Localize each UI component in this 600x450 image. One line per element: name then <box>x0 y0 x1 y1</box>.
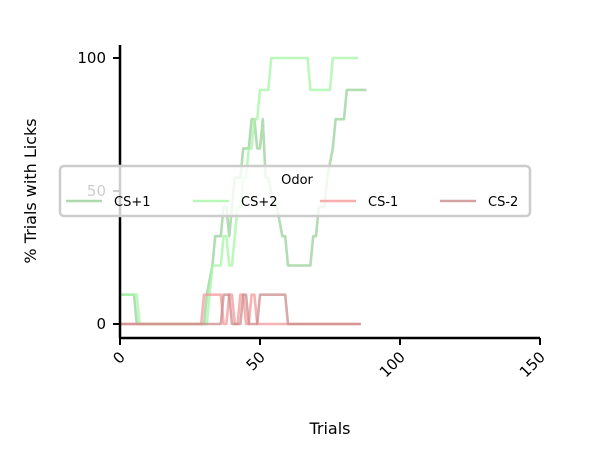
x-tick-label: 150 <box>516 348 549 381</box>
legend-title: Odor <box>281 173 313 188</box>
legend-label: CS-2 <box>488 195 518 210</box>
legend-label: CS-1 <box>368 195 398 210</box>
legend-label: CS+2 <box>241 195 278 210</box>
y-tick-label: 0 <box>96 315 106 333</box>
y-tick-label: 100 <box>77 49 106 67</box>
series-line-cs-2 <box>120 293 361 326</box>
x-axis-label: Trials <box>308 419 350 438</box>
legend-box <box>58 164 532 218</box>
x-tick-label: 0 <box>109 348 128 367</box>
y-axis-label: % Trials with Licks <box>21 118 40 263</box>
legend-label: CS+1 <box>114 195 151 210</box>
x-tick-label: 50 <box>243 348 269 374</box>
x-tick-label: 100 <box>376 348 409 381</box>
legend: Odor CS+1 CS+2 CS-1 CS-2 <box>58 164 532 218</box>
